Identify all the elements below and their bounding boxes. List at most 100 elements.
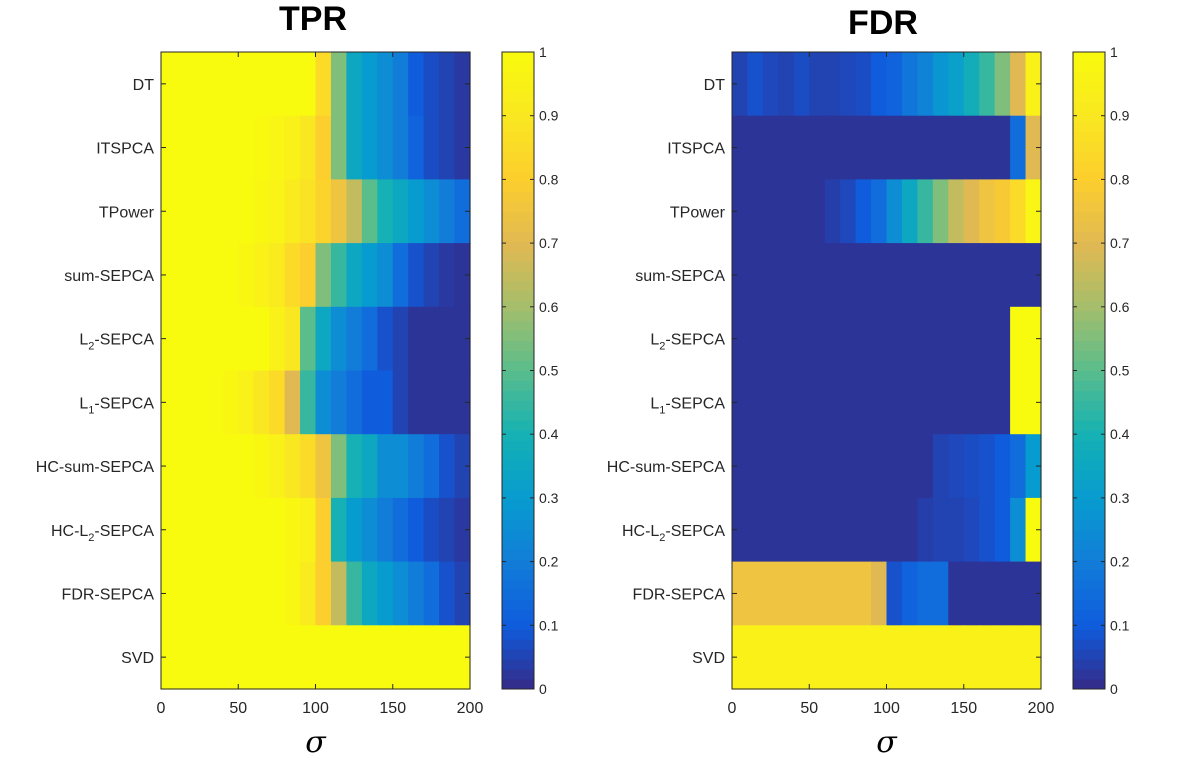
fdr-cell-r8-c2 (762, 561, 779, 626)
fdr-cell-r2-c17 (994, 179, 1011, 244)
fdr-cell-r0-c16 (979, 52, 996, 117)
fdr-cell-r1-c9 (871, 115, 888, 180)
fdr-cell-r0-c19 (1025, 52, 1042, 117)
tpr-colorbar-band (502, 559, 534, 571)
tpr-cell-r1-c4 (222, 115, 239, 180)
fdr-colorbar-band (1073, 479, 1105, 491)
tpr-cell-r3-c8 (284, 243, 301, 308)
tpr-cell-r4-c11 (330, 306, 347, 372)
fdr-cell-r3-c14 (948, 243, 965, 308)
fdr-cell-r0-c10 (886, 52, 903, 117)
fdr-cell-r4-c3 (778, 306, 795, 372)
tpr-cell-r0-c15 (392, 52, 409, 117)
fdr-cell-r8-c16 (979, 561, 996, 626)
fdr-cell-r3-c19 (1025, 243, 1042, 308)
fdr-row-label-5: L1-SEPCA (650, 395, 725, 416)
fdr-colorbar-tick-label: 0.7 (1110, 235, 1130, 251)
fdr-colorbar-band (1073, 221, 1105, 232)
fdr-cell-r0-c18 (1010, 52, 1027, 117)
tpr-colorbar-band (502, 161, 534, 172)
tpr-colorbar-band (502, 201, 534, 212)
tpr-xtick-label: 50 (229, 700, 247, 717)
fdr-cell-r8-c15 (963, 561, 980, 626)
fdr-cell-r8-c12 (917, 561, 934, 626)
tpr-cell-r1-c3 (207, 115, 224, 180)
fdr-cell-r5-c18 (1010, 370, 1027, 435)
tpr-cell-r6-c9 (300, 434, 317, 499)
tpr-cell-r6-c2 (191, 434, 208, 499)
tpr-cell-r8-c7 (269, 561, 286, 626)
fdr-cell-r4-c4 (793, 306, 810, 372)
tpr-cell-r1-c16 (408, 115, 425, 180)
fdr-cell-r0-c2 (762, 52, 779, 117)
tpr-cell-r6-c18 (439, 434, 456, 499)
fdr-cell-r3-c5 (809, 243, 826, 308)
fdr-colorbar-band (1073, 340, 1105, 352)
tpr-cell-r9-c1 (176, 625, 193, 690)
fdr-colorbar-band (1073, 669, 1105, 680)
tpr-colorbar-band (502, 91, 534, 103)
fdr-cell-r8-c19 (1025, 561, 1042, 626)
fdr-colorbar (1073, 52, 1105, 690)
fdr-cell-r4-c5 (809, 306, 826, 372)
fdr-cell-r5-c6 (824, 370, 841, 435)
fdr-cell-r2-c2 (762, 179, 779, 244)
tpr-colorbar-band (502, 380, 534, 391)
tpr-colorbar-band (502, 81, 534, 93)
fdr-cell-r2-c19 (1025, 179, 1042, 244)
tpr-cell-r6-c7 (269, 434, 286, 499)
tpr-cell-r3-c16 (408, 243, 425, 308)
tpr-cell-r0-c5 (238, 52, 255, 117)
tpr-colorbar-band (502, 310, 534, 322)
fdr-cell-r4-c19 (1025, 306, 1042, 372)
tpr-colorbar-band (502, 539, 534, 551)
fdr-cell-r3-c16 (979, 243, 996, 308)
fdr-cell-r5-c11 (901, 370, 918, 435)
tpr-row-label-0: DT (133, 77, 155, 94)
fdr-cell-r5-c19 (1025, 370, 1042, 435)
fdr-colorbar-band (1073, 549, 1105, 561)
tpr-colorbar-band (502, 430, 534, 441)
fdr-cell-r7-c16 (979, 497, 996, 563)
tpr-cell-r4-c9 (300, 306, 317, 372)
tpr-cell-r5-c18 (439, 370, 456, 435)
fdr-cell-r5-c16 (979, 370, 996, 435)
fdr-cell-r2-c0 (732, 179, 749, 244)
tpr-cell-r7-c18 (439, 497, 456, 563)
tpr-cell-r3-c2 (191, 243, 208, 308)
fdr-colorbar-band (1073, 81, 1105, 93)
tpr-cell-r9-c18 (439, 625, 456, 690)
fdr-colorbar-band (1073, 101, 1105, 113)
fdr-cell-r4-c15 (963, 306, 980, 372)
tpr-colorbar-tick-label: 0.5 (539, 363, 559, 379)
fdr-cell-r0-c9 (871, 52, 888, 117)
fdr-cell-r6-c14 (948, 434, 965, 499)
fdr-colorbar-band (1073, 420, 1105, 431)
fdr-cell-r6-c13 (932, 434, 949, 499)
fdr-cell-r1-c17 (994, 115, 1011, 180)
tpr-cell-r5-c6 (253, 370, 270, 435)
tpr-cell-r6-c15 (392, 434, 409, 499)
fdr-cell-r1-c4 (793, 115, 810, 180)
fdr-colorbar-band (1073, 330, 1105, 342)
tpr-cell-r4-c6 (253, 306, 270, 372)
fdr-cell-r3-c17 (994, 243, 1011, 308)
tpr-cell-r1-c10 (315, 115, 332, 180)
fdr-cell-r7-c11 (901, 497, 918, 563)
fdr-cell-r1-c19 (1025, 115, 1042, 180)
fdr-cell-r1-c7 (840, 115, 857, 180)
tpr-colorbar-band (502, 141, 534, 153)
fdr-cell-r6-c11 (901, 434, 918, 499)
tpr-cell-r8-c8 (284, 561, 301, 626)
fdr-cell-r5-c3 (778, 370, 795, 435)
fdr-cell-r3-c12 (917, 243, 934, 308)
tpr-cell-r9-c11 (330, 625, 347, 690)
fdr-cell-r9-c9 (871, 625, 888, 690)
tpr-cell-r3-c9 (300, 243, 317, 308)
fdr-cell-r4-c0 (732, 306, 749, 372)
tpr-cell-r6-c8 (284, 434, 301, 499)
tpr-cell-r4-c19 (454, 306, 471, 372)
tpr-cell-r3-c18 (439, 243, 456, 308)
fdr-cell-r5-c13 (932, 370, 949, 435)
